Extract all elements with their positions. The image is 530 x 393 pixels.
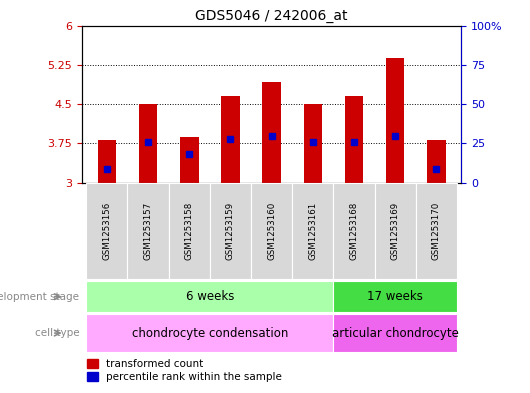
Title: GDS5046 / 242006_at: GDS5046 / 242006_at	[196, 9, 348, 23]
Text: GSM1253158: GSM1253158	[185, 202, 194, 260]
Text: 17 weeks: 17 weeks	[367, 290, 423, 303]
Text: GSM1253160: GSM1253160	[267, 202, 276, 260]
Text: articular chondrocyte: articular chondrocyte	[332, 327, 458, 340]
Bar	[180, 137, 199, 183]
Bar	[86, 314, 333, 352]
Bar	[127, 183, 169, 279]
Bar	[262, 82, 281, 183]
Bar	[304, 104, 322, 183]
Text: GSM1253161: GSM1253161	[308, 202, 317, 260]
Text: GSM1253157: GSM1253157	[144, 202, 153, 260]
Bar	[292, 183, 333, 279]
Bar	[386, 58, 404, 183]
Bar	[221, 96, 240, 183]
Text: GSM1253156: GSM1253156	[102, 202, 111, 260]
Text: GSM1253169: GSM1253169	[391, 202, 400, 260]
Text: cell type: cell type	[35, 328, 80, 338]
Text: development stage: development stage	[0, 292, 80, 302]
Text: GSM1253170: GSM1253170	[432, 202, 441, 260]
Text: GSM1253159: GSM1253159	[226, 202, 235, 260]
Bar	[210, 183, 251, 279]
Text: chondrocyte condensation: chondrocyte condensation	[131, 327, 288, 340]
Bar	[333, 281, 457, 312]
Bar	[98, 140, 116, 183]
Bar	[251, 183, 292, 279]
Bar	[375, 183, 416, 279]
Legend: transformed count, percentile rank within the sample: transformed count, percentile rank withi…	[87, 359, 282, 382]
Bar	[333, 314, 457, 352]
Bar	[427, 140, 446, 183]
Text: 6 weeks: 6 weeks	[186, 290, 234, 303]
Text: GSM1253168: GSM1253168	[349, 202, 358, 260]
Bar	[344, 96, 363, 183]
Bar	[86, 281, 333, 312]
Bar	[139, 104, 157, 183]
Bar	[169, 183, 210, 279]
Bar	[416, 183, 457, 279]
Bar	[86, 183, 127, 279]
Bar	[333, 183, 375, 279]
